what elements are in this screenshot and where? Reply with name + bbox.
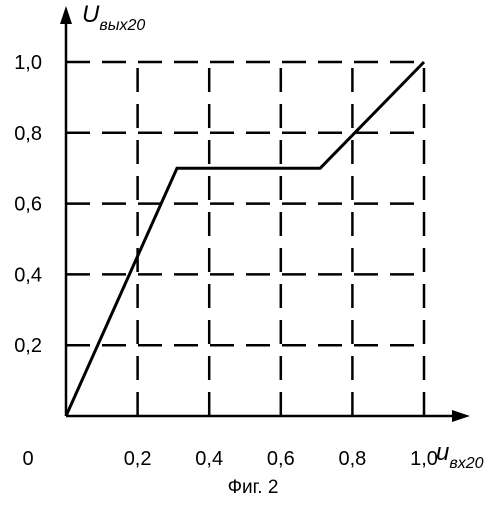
series: [66, 62, 424, 416]
x-tick-label: 0,2: [124, 448, 152, 470]
y-axis-label-sub: вых20: [99, 17, 145, 34]
y-tick-label: 0,2: [14, 335, 42, 357]
x-tick-label: 0,4: [195, 448, 223, 470]
axes: [60, 6, 470, 422]
x-axis-label: uвх20: [436, 439, 484, 472]
y-axis-label-main: U: [82, 1, 100, 28]
x-axis-label-main: u: [436, 439, 449, 466]
x-tick-label: 0,8: [338, 448, 366, 470]
labels: 0,2 0,4 0,6 0,8 1,0 0,2 0,4 0,6 0,8 1,0 0 Uвых20 uвх…: [14, 1, 483, 498]
figure-caption: Фиг. 2: [228, 477, 279, 498]
x-tick-label: 1,0: [410, 448, 438, 470]
y-tick-label: 0,8: [14, 123, 42, 145]
origin-label: 0: [22, 448, 33, 470]
x-tick-label: 0,6: [267, 448, 295, 470]
series-line: [66, 62, 424, 416]
y-axis-arrow: [60, 6, 72, 24]
y-axis-label: Uвых20: [82, 1, 145, 34]
y-tick-label: 1,0: [14, 52, 42, 74]
y-tick-label: 0,6: [14, 194, 42, 216]
x-axis-label-sub: вх20: [449, 455, 483, 472]
y-tick-label: 0,4: [14, 264, 42, 286]
x-axis-arrow: [452, 410, 470, 422]
